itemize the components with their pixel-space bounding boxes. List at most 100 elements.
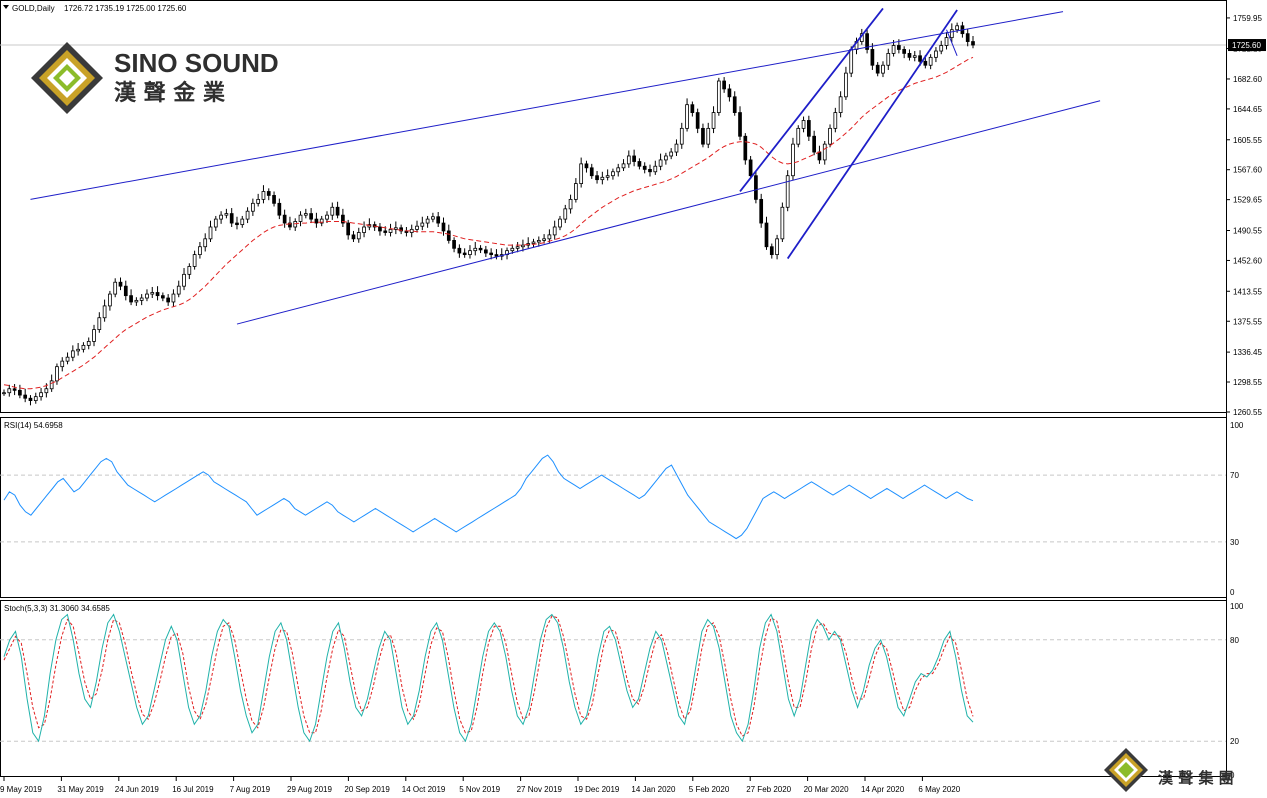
candle-body <box>23 394 28 399</box>
candle-body <box>626 155 631 165</box>
candle-body <box>939 45 944 52</box>
candles-group <box>2 21 975 406</box>
upper-channel-line <box>30 11 1064 200</box>
candle-body <box>944 37 949 46</box>
candle-body <box>176 285 181 295</box>
candle-body <box>415 225 419 230</box>
candle-body <box>669 151 674 157</box>
candle-body <box>261 191 266 200</box>
candle-body <box>39 392 43 398</box>
candle-body <box>780 206 785 240</box>
candle-body <box>235 222 239 226</box>
candle-body <box>457 247 462 254</box>
candle-body <box>547 234 552 240</box>
stoch-signal-line <box>3 615 974 737</box>
candle-body <box>76 348 80 352</box>
rsi-pane-border <box>0 417 1227 598</box>
candle-body <box>494 254 499 257</box>
candle-body <box>49 380 54 390</box>
price-tick-label: 1529.65 <box>1233 196 1262 205</box>
candle-body <box>203 238 208 248</box>
dropdown-triangle-icon[interactable] <box>3 5 9 9</box>
time-tick-label: 14 Apr 2020 <box>861 785 905 794</box>
sino-sound-logo <box>31 42 103 114</box>
price-tick-label: 1644.65 <box>1233 105 1262 114</box>
candle-body <box>637 161 642 167</box>
current-price-badge <box>1228 39 1266 52</box>
candle-body <box>346 222 351 236</box>
candle-body <box>182 273 186 287</box>
candle-body <box>33 396 38 401</box>
price-tick-label: 1682.60 <box>1233 75 1262 84</box>
candle-body <box>314 218 319 224</box>
candle-body <box>552 226 557 236</box>
symbol-title: GOLD,Daily <box>12 4 55 13</box>
ohlc-values: 1726.72 1735.19 1725.00 1725.60 <box>64 4 187 13</box>
candle-body <box>12 388 17 391</box>
candle-body <box>653 165 658 173</box>
candle-body <box>81 344 86 350</box>
price-tick-label: 1490.55 <box>1233 227 1262 236</box>
candle-body <box>611 171 615 177</box>
price-tick-label: 1452.60 <box>1233 256 1262 265</box>
candle-body <box>801 120 806 129</box>
candle-body <box>664 155 668 161</box>
candle-body <box>425 218 430 224</box>
candle-body <box>187 266 192 275</box>
footer-logo <box>1104 748 1148 792</box>
time-tick-label: 20 Sep 2019 <box>344 785 390 794</box>
candle-body <box>92 329 96 342</box>
stoch-title: Stoch(5,3,3) 31.3060 34.6585 <box>4 604 110 613</box>
candle-body <box>605 175 610 178</box>
candle-body <box>536 240 541 243</box>
candle-body <box>161 295 165 299</box>
candle-body <box>732 96 737 113</box>
candle-body <box>399 227 403 232</box>
candle-body <box>817 151 822 161</box>
candle-body <box>923 60 928 66</box>
candle-body <box>934 50 938 58</box>
candle-body <box>245 210 250 220</box>
candle-body <box>325 214 329 220</box>
candle-body <box>351 234 356 240</box>
brand-name-en: SINO SOUND <box>114 48 279 78</box>
candle-body <box>192 254 197 267</box>
time-tick-label: 31 May 2019 <box>57 785 104 794</box>
candle-body <box>807 120 811 137</box>
time-tick-label: 9 May 2019 <box>0 785 42 794</box>
candle-body <box>902 49 907 54</box>
candle-body <box>134 299 139 303</box>
candle-body <box>266 191 271 196</box>
lower-channel-line <box>236 100 1101 325</box>
time-tick-label: 14 Oct 2019 <box>402 785 446 794</box>
time-tick-label: 5 Feb 2020 <box>689 785 730 794</box>
candle-body <box>462 252 467 256</box>
candle-body <box>531 241 536 244</box>
candle-body <box>208 226 213 240</box>
candle-body <box>356 232 361 240</box>
candle-body <box>759 198 764 224</box>
candle-body <box>198 246 202 256</box>
candle-body <box>764 222 769 248</box>
candle-body <box>743 135 748 161</box>
candle-body <box>775 238 779 256</box>
candle-body <box>431 216 435 220</box>
candle-body <box>150 292 155 295</box>
candle-body <box>690 104 695 113</box>
candle-body <box>282 214 287 224</box>
rsi-tick-label: 100 <box>1230 421 1244 430</box>
time-tick-label: 19 Dec 2019 <box>574 785 620 794</box>
candle-body <box>55 366 59 382</box>
current-price-label: 1725.60 <box>1232 41 1261 50</box>
candle-body <box>748 159 753 177</box>
time-tick-label: 7 Aug 2019 <box>230 785 271 794</box>
candle-body <box>108 293 112 307</box>
candle-body <box>685 104 689 129</box>
price-tick-label: 1260.55 <box>1233 408 1262 417</box>
candle-body <box>309 213 313 220</box>
candle-body <box>695 112 700 129</box>
candle-body <box>907 52 912 58</box>
trend-channels <box>30 7 1101 325</box>
candle-body <box>791 143 795 177</box>
